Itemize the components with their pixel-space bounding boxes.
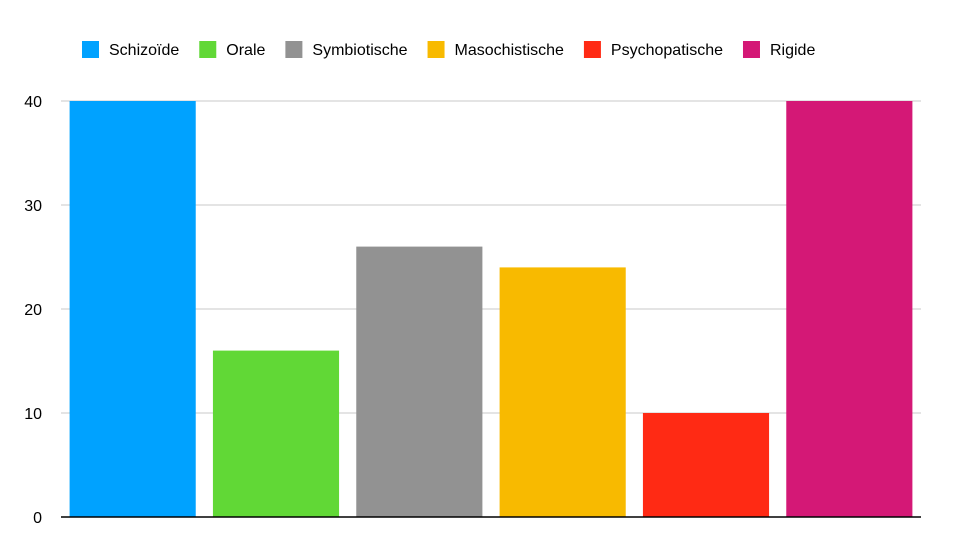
bars bbox=[69, 101, 913, 517]
y-tick-label: 0 bbox=[33, 510, 42, 527]
legend-label: Orale bbox=[226, 42, 265, 59]
legend-label: Psychopatische bbox=[611, 42, 723, 59]
y-tick-label: 30 bbox=[24, 198, 42, 215]
legend-swatch bbox=[199, 41, 217, 58]
legend-swatch bbox=[285, 41, 303, 58]
legend-swatch bbox=[82, 41, 99, 58]
y-axis: 0 10 20 30 40 bbox=[24, 94, 42, 527]
y-tick-label: 10 bbox=[24, 406, 42, 423]
gridlines bbox=[61, 100, 921, 414]
bar-4 bbox=[499, 267, 626, 517]
legend-item: Masochistische bbox=[427, 41, 564, 59]
legend-item: Psychopatische bbox=[583, 41, 723, 59]
bar-1 bbox=[69, 101, 196, 517]
legend-item: Schizoïde bbox=[82, 41, 179, 59]
legend-item: Rigide bbox=[742, 41, 815, 59]
legend-swatch bbox=[742, 41, 760, 58]
y-tick-label: 20 bbox=[24, 302, 42, 319]
legend-label: Symbiotische bbox=[312, 42, 407, 59]
bar-2 bbox=[212, 350, 340, 517]
legend-label: Rigide bbox=[770, 42, 815, 59]
legend-swatch bbox=[583, 41, 601, 58]
bar-5 bbox=[642, 413, 770, 517]
bar-3 bbox=[356, 246, 483, 517]
legend-item: Orale bbox=[199, 41, 265, 59]
y-tick-label: 40 bbox=[24, 94, 42, 111]
legend-swatch bbox=[427, 41, 445, 58]
legend-label: Masochistische bbox=[455, 42, 564, 59]
legend-label: Schizoïde bbox=[109, 42, 179, 59]
bar-6 bbox=[786, 101, 913, 517]
chart-legend: Schizoïde Orale Symbiotische Masochistische… bbox=[82, 41, 815, 59]
legend-item: Symbiotische bbox=[285, 41, 408, 59]
